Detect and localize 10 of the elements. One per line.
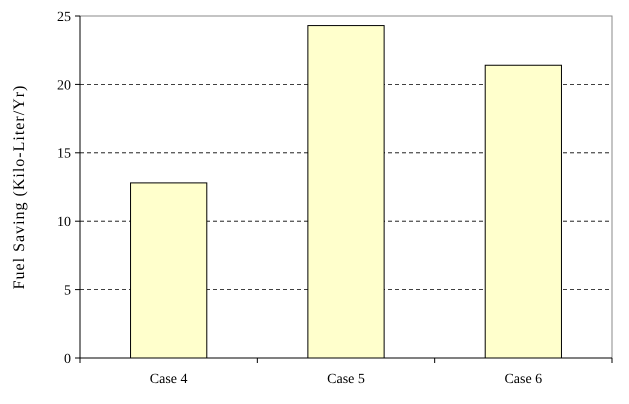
x-tick-label: Case 4 — [150, 372, 188, 387]
y-tick-label: 10 — [57, 215, 71, 230]
x-tick-label: Case 5 — [327, 372, 365, 387]
y-tick-label: 15 — [57, 146, 71, 162]
y-tick-label: 25 — [57, 10, 71, 25]
y-axis-title: Fuel Saving (Kilo-Liter/Yr) — [11, 84, 28, 290]
y-tick-label: 0 — [64, 352, 71, 367]
y-tick-label: 20 — [57, 78, 71, 94]
y-tick-label: 5 — [64, 284, 71, 298]
x-tick-label: Case 6 — [504, 372, 542, 387]
